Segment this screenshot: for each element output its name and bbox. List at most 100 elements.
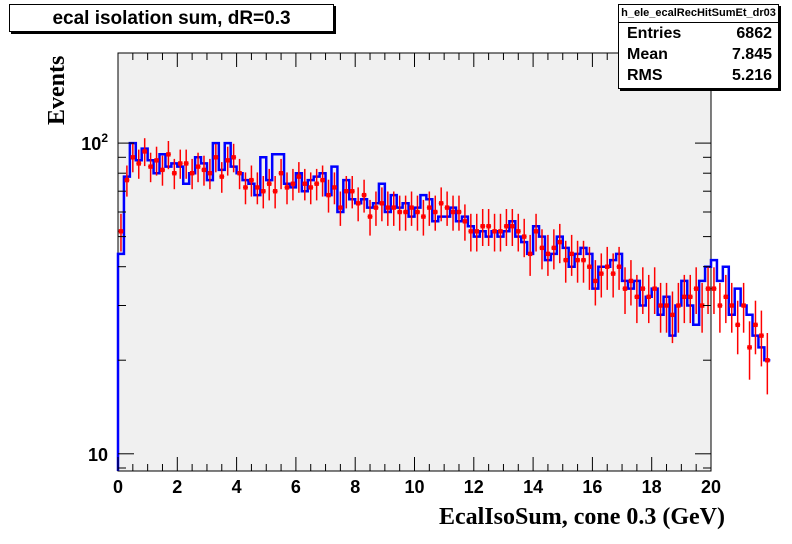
data-point xyxy=(646,294,651,300)
data-point xyxy=(753,322,758,328)
data-point xyxy=(278,171,284,176)
data-point xyxy=(676,303,681,308)
stats-value: 5.216 xyxy=(731,67,772,84)
data-point xyxy=(344,189,349,194)
stats-value: 6862 xyxy=(736,25,772,42)
data-point xyxy=(361,192,367,198)
data-point xyxy=(255,185,260,190)
data-point xyxy=(628,278,634,284)
data-point xyxy=(593,278,598,284)
data-point xyxy=(551,245,557,251)
data-point xyxy=(302,181,307,186)
data-point xyxy=(379,201,385,206)
data-point xyxy=(160,167,165,173)
data-point xyxy=(326,192,331,198)
stats-label: RMS xyxy=(627,67,663,84)
data-point xyxy=(486,224,491,229)
x-tick-label: 0 xyxy=(113,477,123,497)
data-point xyxy=(118,229,124,234)
data-point xyxy=(735,322,740,328)
stats-row-mean: Mean 7.845 xyxy=(619,44,778,65)
data-point xyxy=(711,286,717,291)
x-tick-label: 18 xyxy=(642,477,662,497)
data-point xyxy=(634,294,640,300)
x-tick-label: 16 xyxy=(582,477,602,497)
x-tick-label: 4 xyxy=(232,477,242,497)
data-point xyxy=(231,155,236,160)
x-tick-label: 10 xyxy=(404,477,424,497)
data-point xyxy=(267,181,272,186)
data-point xyxy=(569,251,574,257)
data-point xyxy=(373,205,379,210)
stats-label: Mean xyxy=(627,46,668,63)
data-point xyxy=(504,224,509,229)
data-point xyxy=(249,177,254,183)
stats-histogram-name: h_ele_ecalRecHitSumEt_dr03 xyxy=(619,5,778,23)
data-point xyxy=(195,164,201,169)
data-point xyxy=(729,303,734,308)
data-point xyxy=(616,264,622,269)
data-point xyxy=(136,161,141,166)
data-point xyxy=(492,229,497,234)
data-point xyxy=(367,214,373,219)
x-tick-label: 12 xyxy=(464,477,484,497)
data-point xyxy=(444,205,450,210)
data-point xyxy=(350,189,355,194)
data-point xyxy=(682,294,687,300)
data-point xyxy=(480,224,485,229)
data-point xyxy=(296,174,302,179)
data-point xyxy=(332,185,337,190)
stats-box: h_ele_ecalRecHitSumEt_dr03 Entries 6862 … xyxy=(618,4,779,89)
data-point xyxy=(243,185,248,190)
data-point xyxy=(130,155,136,160)
data-point xyxy=(272,189,278,194)
data-point xyxy=(456,209,462,215)
axis-layer: 0 2 4 6 8 10 12 14 16 18 20 10 102 xyxy=(81,53,721,497)
data-point xyxy=(308,185,313,190)
data-point xyxy=(213,155,219,160)
data-point xyxy=(219,174,224,179)
data-point xyxy=(765,358,770,363)
data-point xyxy=(391,205,396,210)
data-point xyxy=(498,229,503,234)
data-point xyxy=(759,333,764,338)
data-point xyxy=(705,286,711,291)
data-point xyxy=(527,251,533,257)
data-point xyxy=(462,219,468,224)
x-tick-label: 8 xyxy=(350,477,360,497)
data-point xyxy=(207,171,213,176)
data-point xyxy=(189,171,195,176)
data-point xyxy=(640,286,646,291)
data-point xyxy=(747,345,752,350)
data-point xyxy=(610,271,616,276)
data-point xyxy=(652,286,657,291)
data-point xyxy=(201,167,207,173)
data-point xyxy=(539,245,545,251)
data-point xyxy=(699,303,705,308)
data-point xyxy=(320,177,325,183)
data-point xyxy=(261,189,266,194)
x-tick-label: 20 xyxy=(701,477,721,497)
chart-title: ecal isolation sum, dR=0.3 xyxy=(9,4,334,32)
data-point xyxy=(225,158,230,163)
data-point xyxy=(545,251,551,257)
data-point xyxy=(693,286,699,291)
data-point xyxy=(397,209,402,215)
data-point xyxy=(178,161,183,166)
data-point xyxy=(338,205,343,210)
data-point xyxy=(403,209,408,215)
data-point xyxy=(474,229,479,234)
data-point xyxy=(533,229,539,234)
data-point xyxy=(587,264,592,269)
data-point xyxy=(421,214,426,219)
data-point xyxy=(433,209,438,215)
x-tick-label: 14 xyxy=(523,477,543,497)
data-point xyxy=(670,312,675,318)
data-point xyxy=(664,303,669,308)
stats-label: Entries xyxy=(627,25,682,42)
data-point xyxy=(409,205,414,210)
data-point xyxy=(741,303,746,308)
data-point xyxy=(510,224,515,229)
data-point xyxy=(427,205,432,210)
data-point xyxy=(622,286,628,291)
